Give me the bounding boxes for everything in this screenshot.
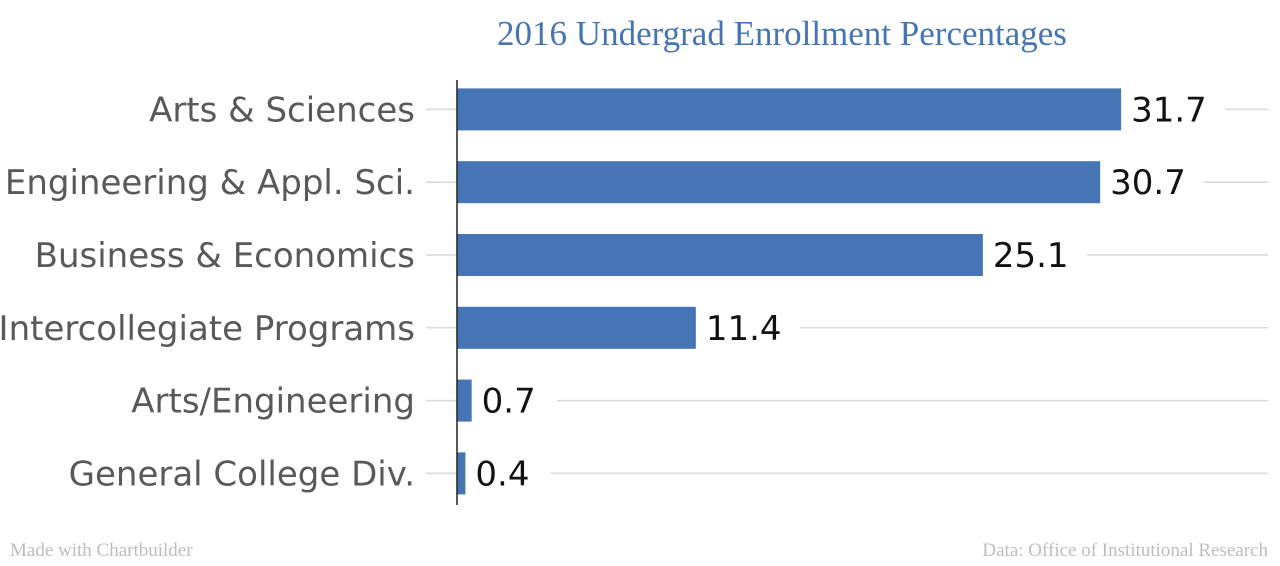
chart-title: 2016 Undergrad Enrollment Percentages bbox=[497, 14, 1067, 53]
bar bbox=[457, 161, 1101, 204]
category-label: Intercollegiate Programs bbox=[0, 309, 415, 349]
chartbuilder-credit: Made with Chartbuilder bbox=[10, 540, 193, 561]
bar bbox=[457, 452, 466, 495]
bar bbox=[457, 88, 1122, 131]
bar bbox=[457, 379, 472, 422]
value-label: 31.7 bbox=[1131, 90, 1207, 130]
value-label: 11.4 bbox=[706, 309, 782, 349]
value-label: 30.7 bbox=[1110, 163, 1186, 203]
bar bbox=[457, 306, 696, 349]
data-source-note: Data: Office of Institutional Research bbox=[982, 540, 1268, 561]
category-label: General College Div. bbox=[69, 454, 415, 494]
bar bbox=[457, 234, 983, 276]
value-label: 0.4 bbox=[475, 454, 529, 494]
value-label: 25.1 bbox=[993, 236, 1069, 276]
category-label: Arts & Sciences bbox=[149, 90, 415, 130]
category-label: Engineering & Appl. Sci. bbox=[5, 163, 415, 203]
category-label: Arts/Engineering bbox=[131, 382, 415, 422]
value-label: 0.7 bbox=[482, 382, 536, 422]
category-label: Business & Economics bbox=[35, 236, 415, 276]
